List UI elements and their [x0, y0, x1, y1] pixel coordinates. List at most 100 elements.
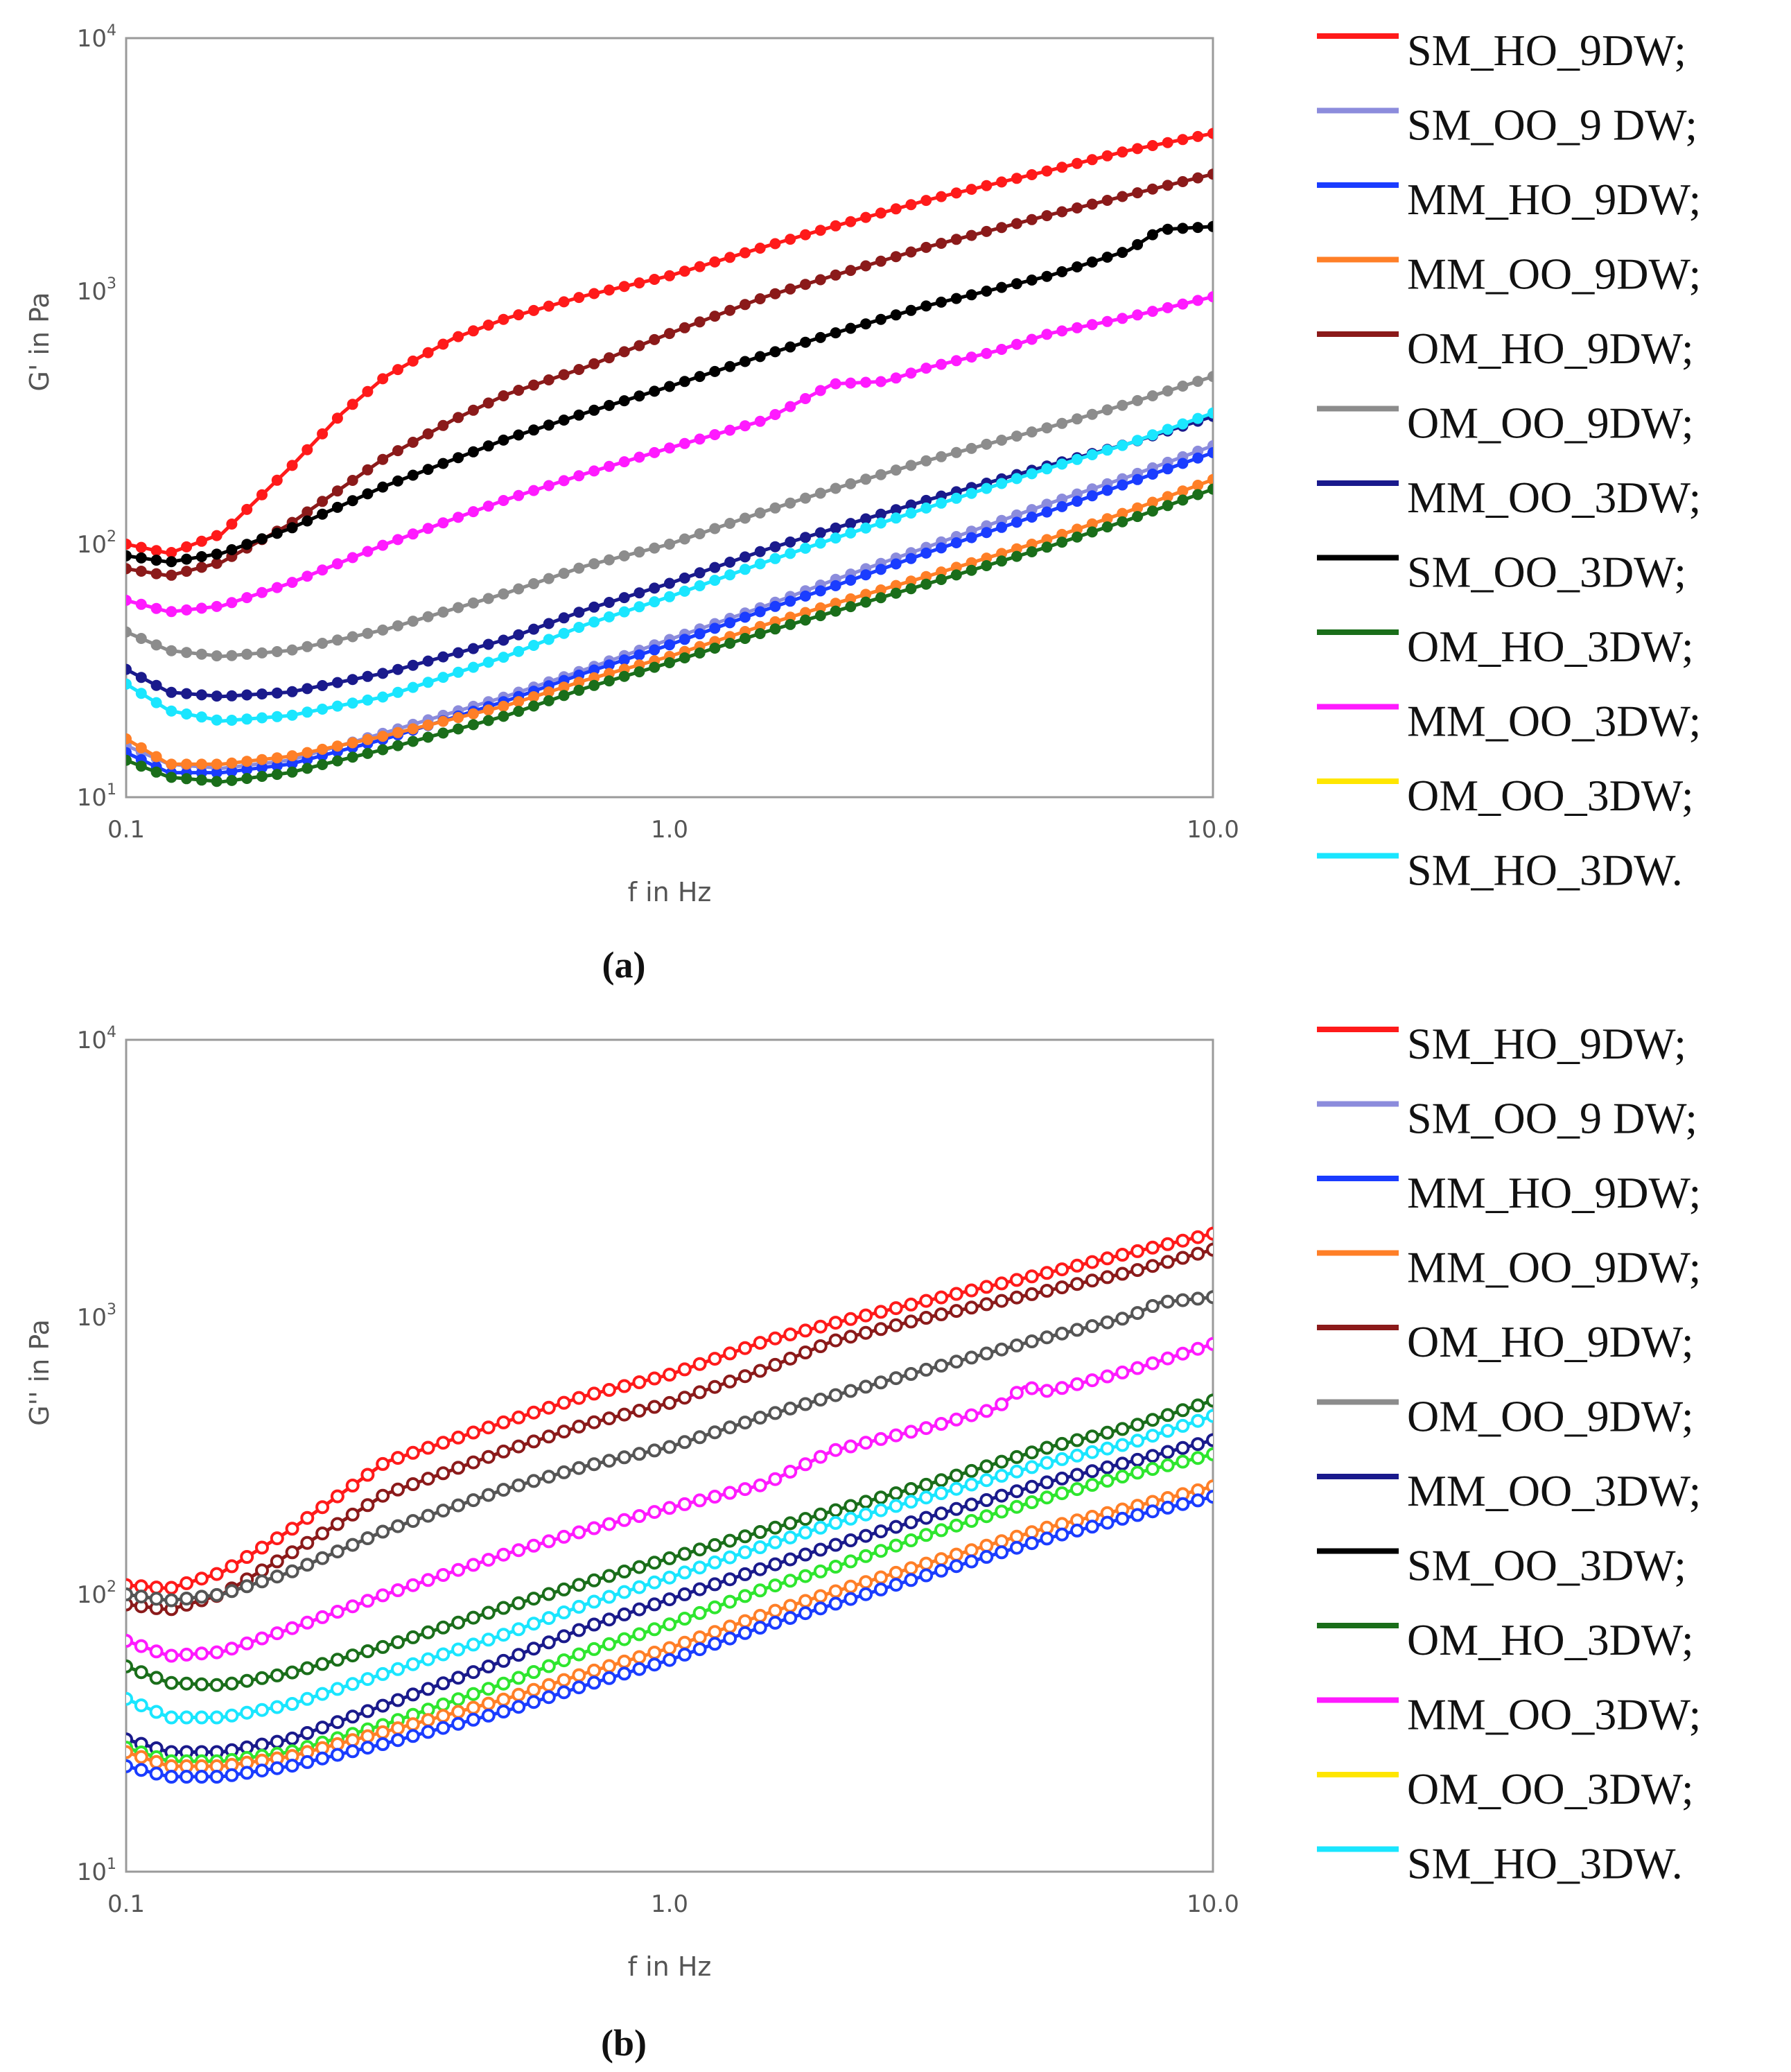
data-point [813, 1542, 828, 1557]
data-point [950, 234, 962, 245]
data-point [1085, 1464, 1099, 1479]
data-point [241, 713, 253, 725]
data-point [345, 1538, 360, 1552]
data-point [966, 289, 977, 301]
data-point [241, 764, 253, 776]
data-point [1117, 247, 1128, 259]
data-point [769, 623, 781, 635]
data-point [634, 666, 645, 678]
data-point [845, 527, 857, 539]
data-point [664, 657, 675, 668]
data-point [618, 592, 630, 604]
data-point [904, 1367, 918, 1381]
data-point [496, 1676, 511, 1691]
data-point [330, 1682, 344, 1696]
data-point [194, 1646, 209, 1661]
data-point [873, 1322, 888, 1337]
data-point [890, 587, 902, 599]
data-point [407, 437, 419, 448]
data-point [573, 292, 585, 304]
data-point [1176, 1346, 1190, 1361]
data-point [1191, 1493, 1205, 1508]
data-point [392, 364, 403, 376]
data-point [860, 376, 872, 388]
data-point [541, 1587, 556, 1601]
data-point [1011, 430, 1022, 442]
data-point [844, 1384, 858, 1398]
data-point [768, 1615, 783, 1630]
data-point [588, 358, 600, 369]
data-point [768, 1578, 783, 1593]
data-point [126, 550, 132, 561]
data-point [785, 497, 796, 509]
data-point [1041, 541, 1053, 553]
data-point [541, 1470, 556, 1484]
data-point [694, 433, 706, 445]
data-point [1192, 412, 1204, 424]
data-point [405, 1687, 420, 1702]
data-point [126, 1587, 133, 1601]
data-point [663, 1641, 676, 1655]
data-point [528, 485, 539, 496]
data-point [664, 270, 675, 281]
data-point [934, 1359, 948, 1373]
data-point [302, 641, 313, 652]
data-point [1145, 1429, 1160, 1443]
data-point [422, 611, 434, 623]
data-point [709, 256, 721, 268]
data-point [753, 1364, 767, 1378]
data-point [1192, 172, 1204, 184]
data-point [949, 1518, 963, 1533]
data-point [1206, 1242, 1213, 1257]
data-point [1132, 435, 1144, 446]
data-point [1009, 1449, 1024, 1464]
data-point [981, 560, 993, 571]
data-point [1055, 1381, 1069, 1395]
data-point [649, 446, 661, 458]
data-point [1162, 385, 1173, 397]
data-point [181, 688, 193, 699]
data-point [587, 1573, 602, 1587]
data-point [768, 1357, 783, 1372]
data-point [360, 1531, 375, 1545]
data-point [905, 507, 917, 519]
data-point [785, 618, 796, 630]
data-point [405, 1717, 420, 1732]
data-point [1177, 381, 1189, 392]
data-point [1145, 1504, 1160, 1519]
data-point [602, 1411, 616, 1426]
data-point [783, 1465, 798, 1479]
data-point [543, 419, 554, 431]
data-point [558, 690, 570, 702]
data-point [753, 1540, 767, 1554]
data-point [377, 668, 389, 679]
data-point [1041, 210, 1053, 222]
data-point [709, 311, 721, 322]
data-point [677, 1362, 692, 1377]
data-point [936, 296, 947, 308]
data-point [181, 773, 193, 785]
data-point [1115, 1422, 1130, 1436]
series-markers [126, 1447, 1213, 1768]
data-point [541, 1429, 556, 1444]
data-point [572, 1680, 586, 1695]
data-point [873, 1544, 888, 1558]
data-point [180, 1710, 194, 1725]
data-point [979, 1509, 994, 1524]
data-point [211, 776, 222, 787]
data-point [1009, 1338, 1024, 1352]
data-point [873, 1582, 888, 1596]
data-point [632, 1447, 647, 1461]
data-point [830, 482, 841, 494]
data-point [181, 541, 193, 552]
data-point [194, 1677, 209, 1691]
data-point [964, 1283, 979, 1298]
data-point [692, 1642, 707, 1657]
legend-label: MM_HO_9DW; [1407, 175, 1701, 224]
data-point [1177, 485, 1189, 497]
data-point [1191, 1230, 1205, 1244]
data-point [527, 1434, 541, 1449]
data-point [240, 1579, 254, 1594]
data-point [995, 1454, 1009, 1469]
data-point [1101, 252, 1113, 263]
